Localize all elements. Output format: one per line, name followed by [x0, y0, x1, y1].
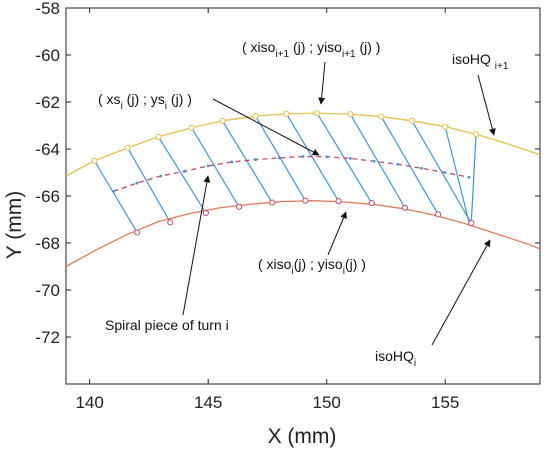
inner-iso-point-4 — [269, 199, 276, 206]
outer-iso-point-8 — [347, 111, 354, 118]
x-tick-label-140: 140 — [76, 393, 104, 412]
x-tick-label-155: 155 — [431, 393, 459, 412]
spiral-point-2 — [159, 174, 163, 178]
spiral-point-13 — [420, 166, 423, 170]
connection-segment-9 — [380, 116, 439, 215]
outer-iso-point-12 — [472, 131, 480, 138]
ticks-layer: 140 145 150 155 -58 -60 -62 -64 -66 -68 -70 -72 — [35, 0, 540, 412]
connection-segment-1 — [127, 147, 171, 223]
inner-iso-point-3 — [235, 203, 243, 210]
connection-segment-2 — [157, 136, 207, 214]
spiral-point-4 — [206, 164, 210, 168]
spiral-point-7 — [277, 156, 281, 160]
arrow-iso-point — [327, 211, 347, 256]
spiral-point-10 — [349, 157, 352, 160]
spiral-point-1 — [135, 181, 139, 185]
arrow-iso-next-point — [318, 61, 326, 105]
annotation-isohq-current: isoHQi — [375, 348, 416, 369]
arrow-isohq-current — [431, 239, 491, 346]
y-tick-label--64: -64 — [35, 140, 60, 159]
connection-segment-4 — [221, 120, 273, 203]
x-tick-label-145: 145 — [194, 393, 222, 412]
connection-segment-3 — [191, 127, 240, 208]
arrow-spiral-point — [212, 98, 320, 156]
inner-iso-point-10 — [468, 219, 475, 227]
outer-iso-point-7 — [314, 110, 321, 117]
spiral-point-5 — [230, 160, 234, 164]
inner-iso-point-2 — [202, 209, 209, 217]
spiral-point-8 — [301, 155, 305, 158]
series-outer-line — [65, 112, 541, 177]
arrow-isohq-next — [477, 74, 496, 136]
connection-segment-11 — [444, 126, 470, 222]
y-tick-label--70: -70 — [35, 281, 60, 300]
outer-iso-point-10 — [408, 117, 416, 124]
outer-iso-point-1 — [124, 144, 131, 151]
inner-iso-point-1 — [167, 219, 174, 226]
outer-iso-point-9 — [378, 113, 385, 120]
outer-iso-point-3 — [188, 124, 195, 131]
outer-iso-point-4 — [219, 117, 226, 124]
spiral-point-3 — [183, 169, 186, 173]
inner-iso-point-9 — [434, 211, 442, 218]
inner-iso-point-7 — [368, 199, 375, 207]
y-tick-label--72: -72 — [35, 328, 60, 347]
spiral-point-0 — [112, 189, 115, 193]
inner-iso-point-8 — [401, 204, 409, 211]
inner-iso-point-6 — [335, 198, 342, 205]
spiral-point-14 — [443, 171, 447, 174]
x-tick-label-150: 150 — [313, 393, 341, 412]
connection-segment-8 — [349, 113, 406, 209]
spiral-point-12 — [396, 162, 400, 166]
x-axis-label: X (mm) — [268, 425, 337, 448]
outer-iso-point-5 — [252, 113, 259, 120]
annotation-spiral-point: ( xsi (j) ; ysi (j) ) — [98, 91, 192, 112]
spiral-point-11 — [372, 159, 376, 163]
outer-iso-point-6 — [283, 110, 290, 117]
annotation-iso-point: ( xisoi(j) ; yisoi(j) ) — [258, 256, 366, 277]
spiral-point-15 — [467, 175, 471, 179]
spiral-point-6 — [254, 158, 257, 161]
y-axis-label: Y (mm) — [3, 191, 26, 259]
arrow-spiral-piece — [182, 175, 211, 316]
connection-segment-0 — [93, 160, 138, 233]
annotation-spiral-piece: Spiral piece of turn i — [105, 317, 229, 333]
outer-iso-point-0 — [91, 157, 98, 164]
series-layer — [65, 110, 541, 268]
series-inner-line — [65, 200, 541, 268]
spiral-point-9 — [325, 155, 329, 159]
y-tick-label--68: -68 — [35, 234, 60, 253]
annotation-iso-next-point: ( xisoi+1 (j) ; yisoi+1 (j) ) — [242, 39, 380, 60]
outer-iso-point-11 — [442, 123, 449, 130]
outer-iso-point-2 — [155, 133, 162, 140]
connection-segment-6 — [285, 113, 340, 202]
series-spiral-line — [113, 155, 470, 192]
y-tick-label--60: -60 — [35, 46, 60, 65]
inner-iso-point-0 — [134, 229, 141, 236]
y-tick-label--62: -62 — [35, 93, 60, 112]
y-tick-label--58: -58 — [35, 0, 60, 18]
inner-iso-point-5 — [302, 197, 309, 204]
y-tick-label--66: -66 — [35, 187, 60, 206]
connection-segment-12 — [470, 134, 477, 224]
annotation-isohq-next: isoHQ i+1 — [452, 51, 509, 72]
